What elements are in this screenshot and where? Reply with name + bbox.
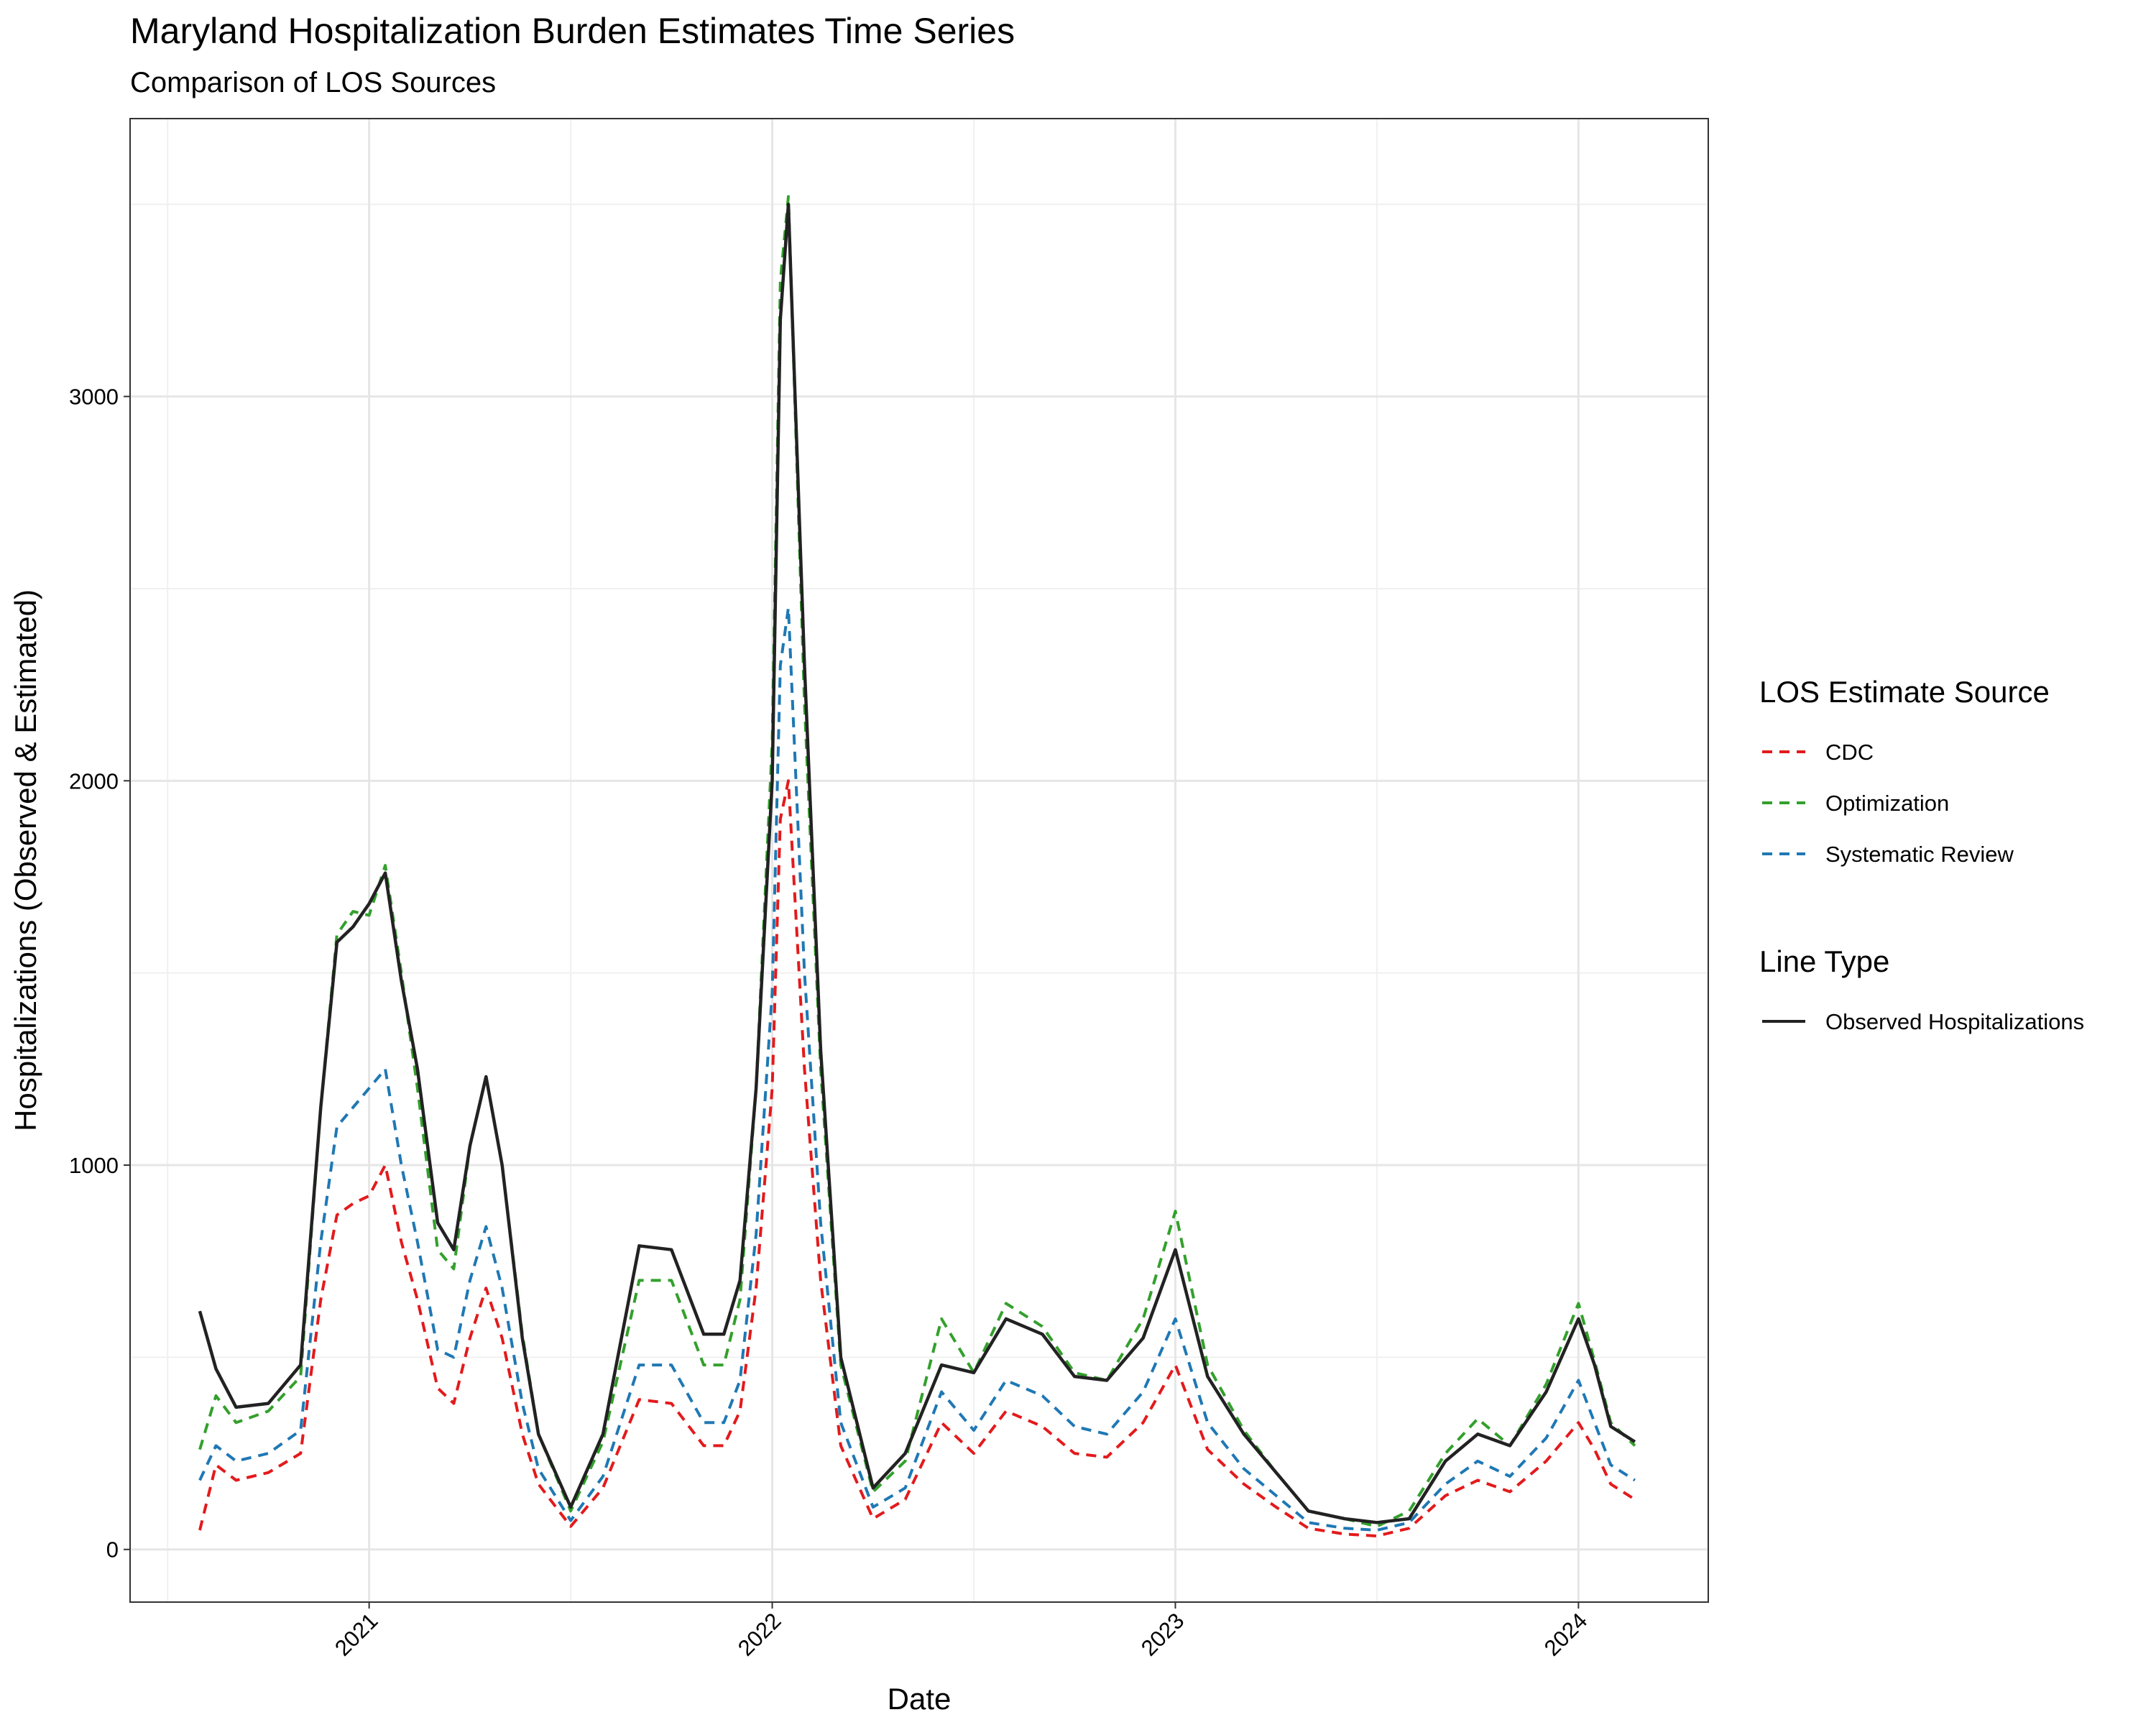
series-line [198,606,1636,1532]
plot-border [129,118,1709,1603]
series-line [198,779,1636,1537]
legend-label: Observed Hospitalizations [1825,1009,2084,1034]
legend-label: CDC [1825,740,1874,765]
series-line [198,202,1636,1524]
legend-title: Line Type [1759,944,1889,978]
y-tick-label: 2000 [69,768,119,794]
y-axis-title: Hospitalizations (Observed & Estimated) [9,589,42,1131]
y-tick-label: 0 [106,1537,119,1563]
legend-title: LOS Estimate Source [1759,675,2050,709]
y-tick-label: 1000 [69,1153,119,1178]
chart-title: Maryland Hospitalization Burden Estimate… [130,11,1015,51]
chart-subtitle: Comparison of LOS Sources [130,67,496,98]
y-tick-label: 3000 [69,385,119,410]
legend-label: Optimization [1825,791,1949,816]
x-axis-title: Date [888,1682,952,1716]
legend-label: Systematic Review [1825,842,2014,867]
